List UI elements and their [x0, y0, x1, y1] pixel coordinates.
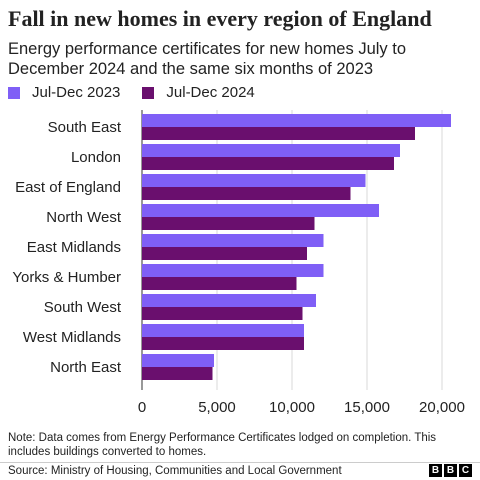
bar-2024	[142, 247, 307, 260]
x-tick-label: 5,000	[198, 399, 236, 416]
legend-item-2024: Jul-Dec 2024	[142, 84, 255, 101]
logo-letter: B	[444, 464, 457, 477]
legend-item-2023: Jul-Dec 2023	[8, 84, 120, 101]
category-label: Yorks & Humber	[12, 269, 121, 286]
category-label: North East	[50, 359, 122, 376]
category-label: London	[71, 149, 121, 166]
bar-2024	[142, 277, 297, 290]
chart-title: Fall in new homes in every region of Eng…	[8, 6, 432, 31]
bar-2023	[142, 324, 304, 337]
bar-chart: 0 5,000 10,000 15,000 20,000 South East London…	[12, 110, 465, 416]
bar-2023	[142, 354, 214, 367]
bar-2024	[142, 127, 415, 140]
bar-2024	[142, 187, 351, 200]
category-label: South East	[48, 119, 122, 136]
x-tick-label: 15,000	[344, 399, 390, 416]
bar-2023	[142, 114, 451, 127]
source-text: Source: Ministry of Housing, Communities…	[8, 465, 342, 477]
legend-swatch-2024	[142, 86, 155, 99]
bar-2023	[142, 204, 379, 217]
x-tick-label: 20,000	[419, 399, 465, 416]
bar-2024	[142, 217, 315, 230]
bar-2023	[142, 234, 324, 247]
category-label: East of England	[15, 179, 121, 196]
bar-2024	[142, 337, 304, 350]
category-label: West Midlands	[23, 329, 121, 346]
chart-subtitle: Energy performance certificates for new …	[8, 40, 407, 78]
legend-label-2023: Jul-Dec 2023	[32, 84, 121, 101]
x-tick-label: 10,000	[269, 399, 315, 416]
footer-divider	[0, 462, 480, 463]
bar-2023	[142, 264, 324, 277]
legend: Jul-Dec 2023 Jul-Dec 2024	[8, 84, 277, 101]
bar-2024	[142, 157, 394, 170]
logo-letter: C	[459, 464, 472, 477]
x-tick-label: 0	[138, 399, 146, 416]
bar-2024	[142, 307, 303, 320]
bar-2024	[142, 367, 213, 380]
logo-letter: B	[429, 464, 442, 477]
category-label: East Midlands	[27, 239, 121, 256]
category-label: South West	[44, 299, 122, 316]
category-label: North West	[46, 209, 122, 226]
chart-note: Note: Data comes from Energy Performance…	[8, 432, 437, 458]
bar-2023	[142, 144, 400, 157]
bar-2023	[142, 174, 366, 187]
legend-label-2024: Jul-Dec 2024	[166, 84, 255, 101]
bbc-logo: B B C	[427, 464, 472, 477]
bar-2023	[142, 294, 316, 307]
legend-swatch-2023	[8, 86, 20, 99]
